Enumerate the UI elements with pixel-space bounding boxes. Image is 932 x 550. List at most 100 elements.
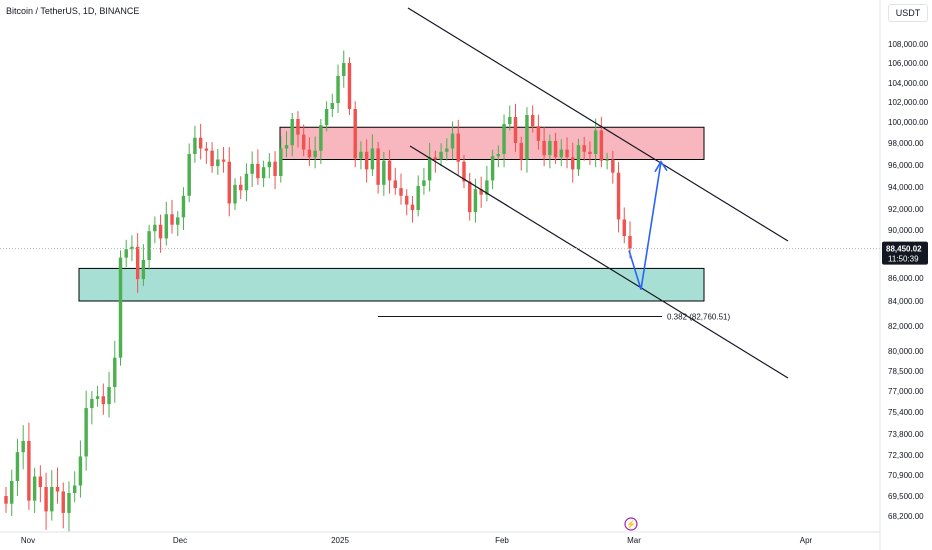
price-tick-label: 84,000.00 — [888, 297, 924, 306]
candle-body — [519, 143, 523, 160]
candle-body — [513, 117, 518, 143]
price-tick-label: 102,000.00 — [888, 98, 929, 107]
price-tick-label: 106,000.00 — [888, 59, 929, 68]
candle-body — [370, 148, 375, 170]
candle-body — [490, 156, 495, 181]
candle-body — [382, 160, 386, 185]
candle-body — [456, 133, 460, 162]
candle-body — [21, 441, 25, 453]
candle-body — [605, 159, 609, 161]
candles-layer — [4, 50, 632, 532]
candle-body — [324, 109, 329, 126]
price-tick-label: 72,300.00 — [888, 451, 924, 460]
candle-body — [359, 151, 363, 159]
price-tick-label: 96,000.00 — [888, 161, 924, 170]
candle-body — [55, 487, 60, 492]
candle-body — [347, 63, 352, 109]
price-tick-label: 82,000.00 — [888, 322, 924, 331]
candle-body — [530, 115, 535, 127]
candle-body — [198, 137, 203, 149]
time-tick-label: Nov — [21, 536, 35, 545]
candle-body — [153, 224, 157, 232]
candle-body — [221, 159, 226, 162]
time-tick-label: 2025 — [331, 536, 349, 545]
channel-upper-line[interactable] — [407, 7, 789, 242]
candle-body — [124, 249, 128, 258]
candle-body — [416, 185, 420, 211]
candle-body — [445, 148, 449, 152]
candle-body — [571, 157, 575, 170]
time-tick-label: Mar — [627, 536, 641, 545]
candle-body — [307, 149, 312, 158]
price-tick-label: 73,800.00 — [888, 430, 924, 439]
candle-body — [227, 161, 231, 204]
candle-body — [439, 151, 443, 160]
candle-body — [244, 173, 249, 191]
candle-body — [553, 140, 558, 158]
price-tick-label: 94,000.00 — [888, 183, 924, 192]
candle-body — [542, 140, 546, 156]
candle-body — [170, 214, 174, 225]
candle-body — [405, 195, 409, 205]
event-icon[interactable]: ⚡ — [624, 517, 638, 531]
candle-body — [164, 214, 169, 239]
candle-body — [319, 125, 323, 151]
price-tick-label: 78,500.00 — [888, 367, 924, 376]
price-tick-label: 86,000.00 — [888, 274, 924, 283]
candle-body — [10, 481, 14, 504]
price-tick-label: 70,900.00 — [888, 471, 924, 480]
fib-level-label: 0.382 (82,760.51) — [667, 312, 730, 321]
time-tick-label: Dec — [173, 536, 187, 545]
resistance-zone[interactable] — [279, 126, 705, 160]
candle-body — [301, 134, 306, 150]
candle-body — [611, 159, 615, 173]
candle-body — [135, 246, 140, 280]
candle-body — [158, 224, 163, 239]
candle-body — [261, 167, 266, 179]
candle-body — [193, 137, 197, 154]
candle-body — [479, 189, 483, 195]
candle-body — [284, 145, 289, 149]
candle-body — [525, 115, 529, 160]
candle-body — [342, 63, 346, 76]
symbol-title[interactable]: Bitcoin / TetherUS, 1D, BINANCE — [6, 6, 140, 16]
candle-body — [72, 485, 77, 493]
candle-body — [61, 491, 65, 513]
price-tick-label: 92,000.00 — [888, 205, 924, 214]
candle-body — [593, 130, 598, 154]
price-axis[interactable]: 108,000.00 106,000.00 104,000.00 102,000.00… — [879, 0, 929, 550]
candle-body — [233, 184, 237, 204]
candle-body — [204, 148, 209, 151]
candle-countdown: 11:50:39 — [888, 255, 919, 264]
time-axis[interactable]: Nov Dec 2025 Feb Mar Apr — [0, 531, 880, 545]
candle-body — [599, 130, 604, 161]
candle-body — [44, 487, 48, 512]
projection-arrowhead — [654, 160, 668, 173]
candle-body — [118, 257, 123, 358]
candle-body — [473, 189, 478, 213]
channel-lower-line[interactable] — [409, 145, 789, 379]
candle-body — [273, 161, 277, 176]
candle-body — [90, 398, 94, 409]
candle-body — [313, 150, 317, 158]
candle-body — [250, 163, 254, 174]
candle-body — [502, 124, 506, 154]
candle-body — [15, 452, 20, 481]
candle-body — [467, 181, 472, 213]
candle-body — [576, 145, 581, 170]
price-tick-label: 75,400.00 — [888, 408, 924, 417]
time-tick-label: Apr — [800, 536, 813, 545]
candle-body — [622, 219, 626, 236]
currency-button[interactable]: USDT — [888, 4, 928, 22]
candle-body — [376, 148, 380, 185]
candle-body — [101, 396, 106, 405]
candle-body — [364, 151, 369, 170]
candle-body — [536, 126, 541, 141]
candle-body — [50, 487, 54, 512]
candle-body — [290, 119, 294, 146]
support-zone[interactable] — [78, 267, 705, 302]
candle-body — [216, 159, 220, 167]
price-tick-label: 100,000.00 — [888, 118, 929, 127]
projection-arrow[interactable] — [628, 161, 662, 290]
